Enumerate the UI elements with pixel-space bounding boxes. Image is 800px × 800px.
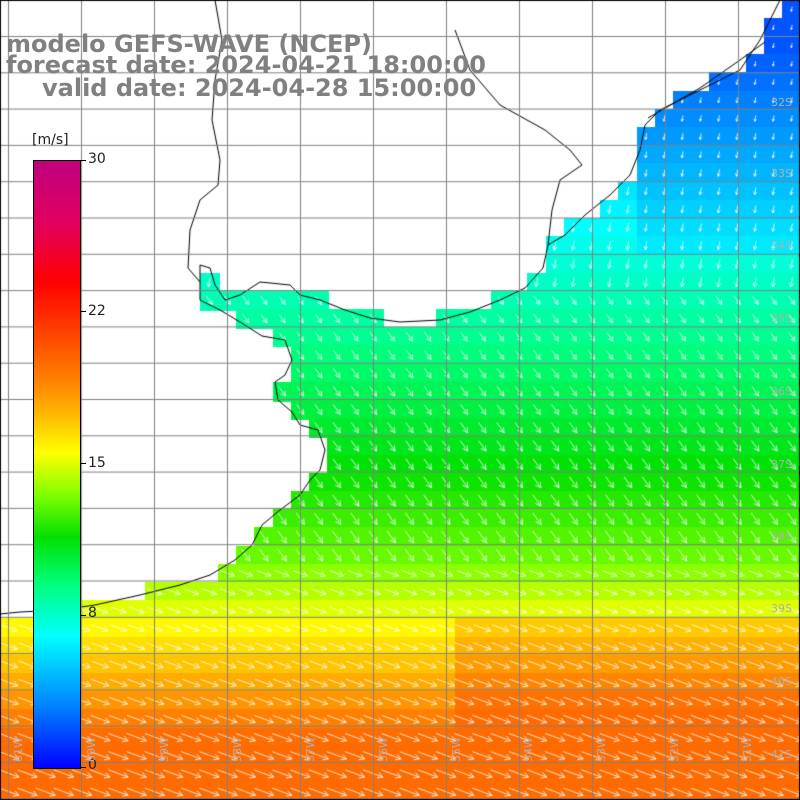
colorbar-unit: [m/s] (32, 132, 69, 148)
valid-date: valid date: 2024-04-28 15:00:00 (42, 74, 477, 102)
colorbar-label: 15 (88, 455, 106, 471)
longitude-label: 61W (12, 737, 25, 762)
longitude-label: 54W (522, 737, 535, 762)
colorbar-tick (80, 463, 86, 464)
longitude-label: 57W (304, 737, 317, 762)
latitude-label: 36S (771, 385, 792, 398)
colorbar-label: 0 (88, 757, 97, 773)
longitude-label: 56W (377, 737, 390, 762)
longitude-label: 58W (231, 737, 244, 762)
longitude-label: 52W (668, 737, 681, 762)
longitude-label: 51W (741, 737, 754, 762)
latitude-label: 35S (771, 312, 792, 325)
colorbar-label: 8 (88, 605, 97, 621)
colorbar-label: 30 (88, 151, 106, 167)
latitude-label: 40S (771, 675, 792, 688)
longitude-label: 60W (85, 737, 98, 762)
longitude-label: 59W (158, 737, 171, 762)
latitude-label: 38S (771, 530, 792, 543)
latitude-label: 34S (771, 239, 792, 252)
longitude-label: 55W (450, 737, 463, 762)
latitude-label: 32S (771, 96, 792, 109)
colorbar-tick (80, 160, 86, 161)
colorbar-tick (80, 615, 86, 616)
latitude-label: 37S (771, 458, 792, 471)
colorbar-tick (80, 767, 86, 768)
latitude-label: 33S (771, 167, 792, 180)
forecast-date: forecast date: 2024-04-21 18:00:00 (6, 51, 486, 79)
latitude-label: 41S (771, 748, 792, 761)
colorbar (33, 160, 81, 769)
model-title: modelo GEFS-WAVE (NCEP) (6, 30, 372, 58)
colorbar-tick (80, 311, 86, 312)
longitude-label: 53W (595, 737, 608, 762)
latitude-label: 39S (771, 602, 792, 615)
colorbar-label: 22 (88, 303, 106, 319)
